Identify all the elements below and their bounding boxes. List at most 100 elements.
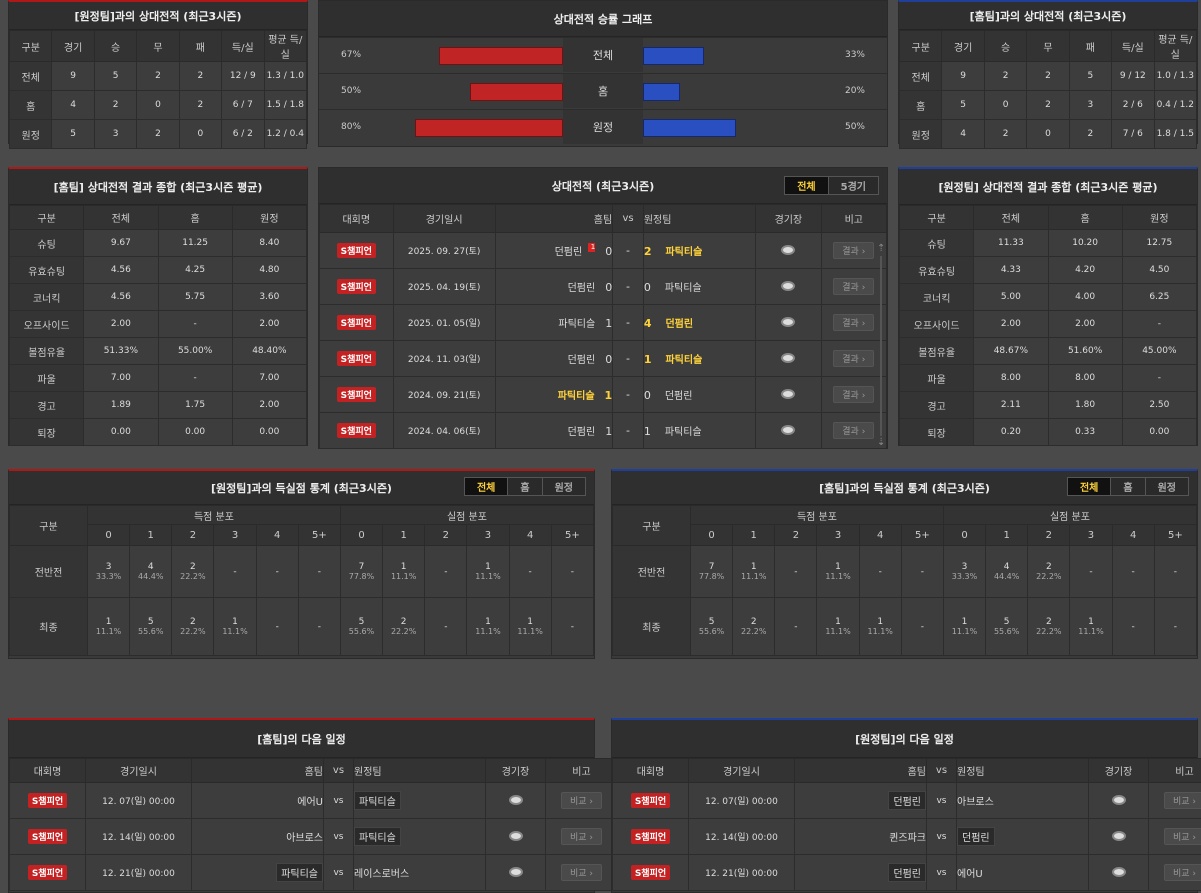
away-team[interactable]: 파틱티슬: [664, 427, 702, 438]
tab-home[interactable]: 홈: [507, 478, 541, 495]
tab-5-games[interactable]: 5경기: [827, 177, 878, 194]
league-badge[interactable]: S챔피언: [27, 865, 68, 880]
league-badge[interactable]: S챔피언: [630, 865, 671, 880]
compare-button[interactable]: 비교 ›: [560, 792, 603, 809]
tab-all[interactable]: 전체: [1067, 478, 1111, 495]
stadium-icon[interactable]: [781, 425, 796, 436]
tab-all[interactable]: 전체: [464, 478, 508, 495]
league-badge[interactable]: S챔피언: [336, 387, 376, 402]
stadium-icon[interactable]: [1111, 867, 1126, 878]
stadium-icon[interactable]: [508, 795, 523, 806]
result-button[interactable]: 결과 ›: [833, 350, 875, 367]
schedule-row[interactable]: S챔피언 12. 07(일) 00:00 던펌린 vs 아브로스 비교 ›: [612, 782, 1201, 819]
schedule-row[interactable]: S챔피언 12. 14(일) 00:00 퀸즈파크 vs 던펌린 비교 ›: [612, 818, 1201, 855]
match-row[interactable]: S챔피언 2025. 09. 27(토) 던펌린 1 0-2 파틱티슬 결과 ›: [319, 232, 888, 269]
league-cell: S챔피언: [9, 854, 86, 891]
match-row[interactable]: S챔피언 2025. 01. 05(일) 파틱티슬 1-4 던펌린 결과 ›: [319, 304, 888, 341]
home-team[interactable]: 던펌린: [567, 427, 596, 438]
stadium-icon[interactable]: [781, 317, 796, 328]
result-button[interactable]: 결과 ›: [833, 422, 875, 439]
schedule-row[interactable]: S챔피언 12. 07(일) 00:00 에어U vs 파틱티슬 비교 ›: [9, 782, 618, 819]
away-team[interactable]: 레이스로버스: [354, 869, 410, 880]
home-team[interactable]: 파틱티슬: [276, 863, 323, 882]
stadium-icon[interactable]: [508, 867, 523, 878]
compare-button[interactable]: 비교 ›: [1163, 864, 1201, 881]
next-away-table: 대회명 경기일시 홈팀 vs 원정팀 경기장 비고 S챔피언 12. 07(일) 00:00 던펌…: [612, 758, 1201, 891]
league-badge[interactable]: S챔피언: [336, 243, 376, 258]
cell-value: 6.25: [1121, 283, 1198, 311]
compare-button[interactable]: 비교 ›: [1163, 792, 1201, 809]
league-badge[interactable]: S챔피언: [27, 793, 68, 808]
goal-percent: 11.1%: [951, 627, 978, 636]
match-row[interactable]: S챔피언 2024. 11. 03(일) 던펌린 0-1 파틱티슬 결과 ›: [319, 340, 888, 377]
home-team[interactable]: 던펌린: [888, 791, 926, 810]
matches-scrollbar[interactable]: ⇡ ⇣: [877, 244, 885, 454]
league-badge[interactable]: S챔피언: [630, 829, 671, 844]
stadium-icon[interactable]: [1111, 795, 1126, 806]
tab-all[interactable]: 전체: [785, 177, 828, 194]
away-team[interactable]: 파틱티슬: [354, 827, 401, 846]
tab-away[interactable]: 원정: [541, 478, 585, 495]
scroll-down-icon[interactable]: ⇣: [877, 437, 886, 448]
stadium-icon[interactable]: [781, 281, 796, 292]
cell-value: 0.33: [1047, 418, 1123, 446]
away-team[interactable]: 파틱티슬: [354, 791, 401, 810]
league-badge[interactable]: S챔피언: [336, 315, 376, 330]
stadium-icon[interactable]: [781, 389, 796, 400]
venue-cell: [755, 304, 822, 341]
schedule-row[interactable]: S챔피언 12. 14(일) 00:00 아브로스 vs 파틱티슬 비교 ›: [9, 818, 618, 855]
away-team[interactable]: 에어U: [957, 869, 983, 880]
home-team[interactable]: 던펌린: [554, 247, 583, 258]
home-team[interactable]: 아브로스: [286, 833, 323, 844]
away-team[interactable]: 파틱티슬: [665, 355, 703, 366]
row-label: 슈팅: [8, 229, 85, 257]
away-team[interactable]: 던펌린: [664, 391, 693, 402]
home-team[interactable]: 에어U: [297, 797, 323, 808]
header-row: 대회명 경기일시 홈팀 vs 원정팀 경기장 비고: [319, 204, 888, 233]
goal-cell: 1 11.1%: [732, 545, 776, 598]
match-row[interactable]: S챔피언 2024. 04. 06(토) 던펌린 1-1 파틱티슬 결과 ›: [319, 412, 888, 449]
home-team[interactable]: 던펌린: [567, 355, 596, 366]
tab-home[interactable]: 홈: [1110, 478, 1144, 495]
home-team[interactable]: 던펌린: [888, 863, 926, 882]
match-row[interactable]: S챔피언 2025. 04. 19(토) 던펌린 0-0 파틱티슬 결과 ›: [319, 268, 888, 305]
schedule-row[interactable]: S챔피언 12. 21(일) 00:00 던펌린 vs 에어U 비교 ›: [612, 854, 1201, 891]
league-badge[interactable]: S챔피언: [630, 793, 671, 808]
stadium-icon[interactable]: [508, 831, 523, 842]
result-button[interactable]: 결과 ›: [833, 278, 875, 295]
cell-value: 12 / 9: [221, 61, 265, 91]
cell-value: 2 / 6: [1111, 90, 1155, 120]
away-team[interactable]: 던펌린: [665, 319, 694, 330]
league-badge[interactable]: S챔피언: [336, 351, 376, 366]
league-badge[interactable]: S챔피언: [336, 423, 376, 438]
scroll-up-icon[interactable]: ⇡: [877, 243, 886, 254]
home-team[interactable]: 파틱티슬: [558, 319, 596, 330]
column-header: 경기일시: [85, 758, 192, 783]
away-team[interactable]: 파틱티슬: [664, 283, 702, 294]
away-team[interactable]: 아브로스: [957, 797, 994, 808]
compare-button[interactable]: 비교 ›: [560, 828, 603, 845]
match-row[interactable]: S챔피언 2024. 09. 21(토) 파틱티슬 1-0 던펌린 결과 ›: [319, 376, 888, 413]
schedule-row[interactable]: S챔피언 12. 21(일) 00:00 파틱티슬 vs 레이스로버스 비교 ›: [9, 854, 618, 891]
result-button[interactable]: 결과 ›: [833, 242, 875, 259]
away-team[interactable]: 던펌린: [957, 827, 995, 846]
result-button[interactable]: 결과 ›: [833, 314, 875, 331]
compare-button[interactable]: 비교 ›: [560, 864, 603, 881]
graph-row-label: 원정: [563, 110, 643, 144]
stadium-icon[interactable]: [1111, 831, 1126, 842]
league-badge[interactable]: S챔피언: [27, 829, 68, 844]
result-button[interactable]: 결과 ›: [833, 386, 875, 403]
row-label: 원정: [898, 119, 943, 149]
stadium-icon[interactable]: [781, 245, 796, 256]
column-header: 원정: [231, 205, 308, 230]
home-team[interactable]: 파틱티슬: [557, 391, 595, 402]
away-team[interactable]: 파틱티슬: [665, 247, 703, 258]
cell-value: 1.2 / 0.4: [263, 119, 308, 149]
compare-button[interactable]: 비교 ›: [1163, 828, 1201, 845]
home-team[interactable]: 퀸즈파크: [889, 833, 926, 844]
home-team[interactable]: 던펌린: [567, 283, 596, 294]
league-badge[interactable]: S챔피언: [336, 279, 376, 294]
tab-away[interactable]: 원정: [1144, 478, 1188, 495]
cell-value: 4.25: [157, 256, 233, 284]
stadium-icon[interactable]: [781, 353, 796, 364]
